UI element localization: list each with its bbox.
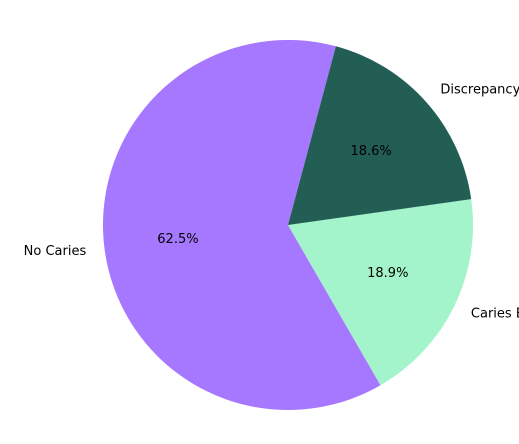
- pie-slice-caries-exist: [288, 199, 474, 386]
- slice-label-no-caries: No Caries: [24, 244, 87, 259]
- slice-percent-caries-exist: 18.9%: [367, 266, 408, 281]
- pie-slice-no-caries: [102, 39, 381, 410]
- pie-slice-discrepancy: [288, 46, 472, 225]
- slice-label-caries-exist: Caries Exist: [471, 307, 519, 322]
- slice-percent-discrepancy: 18.6%: [350, 144, 391, 159]
- slice-label-discrepancy: Discrepancy: [440, 83, 519, 98]
- slice-percent-no-caries: 62.5%: [157, 232, 198, 247]
